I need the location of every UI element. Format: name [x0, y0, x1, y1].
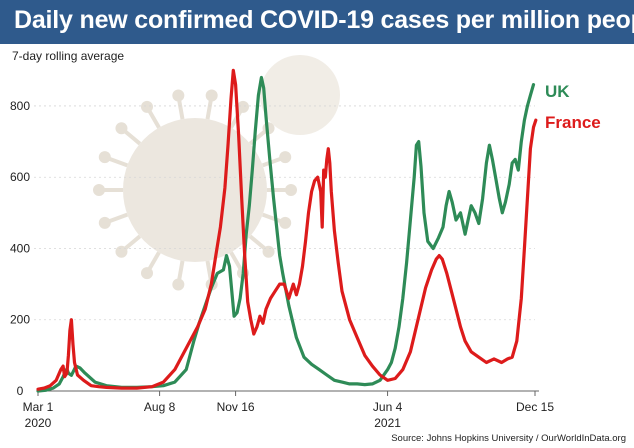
legend-label-uk: UK	[545, 82, 570, 101]
virus-spike-tip	[98, 216, 111, 229]
y-tick-label: 0	[17, 384, 24, 398]
y-tick-label: 600	[10, 170, 30, 184]
virus-spike-tip	[98, 151, 111, 164]
virus-spike-tip	[93, 184, 105, 196]
virus-spike-tip	[172, 278, 185, 291]
x-tick-label: Nov 16	[217, 400, 255, 414]
legend-label-france: France	[545, 113, 601, 132]
virus-spike-tip	[141, 100, 153, 113]
x-tick-year-label: 2021	[374, 416, 401, 430]
virus-spike-tip	[262, 245, 275, 258]
virus-spike-tip	[115, 245, 128, 258]
virus-spike-tip	[205, 89, 218, 102]
chart-title: Daily new confirmed COVID-19 cases per m…	[14, 6, 634, 34]
virus-spike-tip	[279, 216, 292, 229]
virus-spike-tip	[141, 267, 153, 280]
x-tick-label: Jun 4	[373, 400, 403, 414]
series-line-france	[36, 68, 538, 391]
series-line-uk	[36, 75, 536, 393]
virus-spike-tip	[115, 122, 128, 135]
virus-spike-tip	[285, 184, 297, 196]
x-tick-label: Dec 15	[516, 400, 554, 414]
virus-spike-tip	[172, 89, 185, 102]
virus-spike-tip	[279, 151, 292, 164]
series-lines	[36, 68, 538, 393]
axes: 0 200 400 600 800 Mar 1 2020 Aug 8 Nov 16 Jun 4 20…	[10, 99, 554, 430]
y-tick-label: 800	[10, 99, 30, 113]
source-credit: Source: Johns Hopkins University / OurWo…	[391, 433, 626, 444]
virus-spike-tip	[237, 100, 249, 113]
chart-subtitle: 7-day rolling average	[12, 49, 124, 63]
title-bar: Daily new confirmed COVID-19 cases per m…	[0, 0, 634, 44]
legend: UK France	[545, 82, 601, 132]
virus-body	[123, 118, 267, 262]
x-tick-label: Mar 1	[23, 400, 54, 414]
y-tick-label: 200	[10, 313, 30, 327]
virus-background-illustration	[93, 55, 340, 291]
y-tick-label: 400	[10, 241, 30, 255]
x-tick-year-label: 2020	[25, 416, 52, 430]
virus-body-small	[260, 55, 340, 135]
x-tick-label: Aug 8	[144, 400, 176, 414]
